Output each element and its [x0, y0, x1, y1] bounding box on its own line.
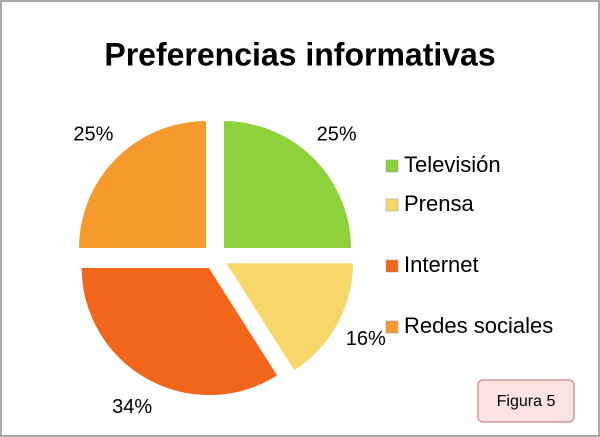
annotation: Figura 5 [497, 393, 556, 410]
data-label: 25% [73, 124, 113, 146]
legend-label: Prensa [404, 191, 474, 216]
legend-label: Redes sociales [404, 313, 553, 338]
chart-title: Preferencias informativas [104, 36, 495, 72]
pie-slice [78, 120, 208, 250]
pie-slice [80, 267, 279, 397]
data-label: 34% [112, 396, 152, 418]
annotation-box [477, 379, 575, 423]
legend-swatch [385, 159, 399, 173]
pie-slice [224, 262, 355, 372]
legend-swatch [385, 320, 399, 334]
data-label: 16% [346, 328, 386, 350]
legend-label: Televisión [404, 152, 501, 177]
legend-swatch [385, 198, 399, 212]
legend-swatch [385, 259, 399, 273]
pie-slice [222, 120, 352, 250]
data-label: 25% [317, 124, 357, 146]
legend-label: Internet [404, 252, 479, 277]
